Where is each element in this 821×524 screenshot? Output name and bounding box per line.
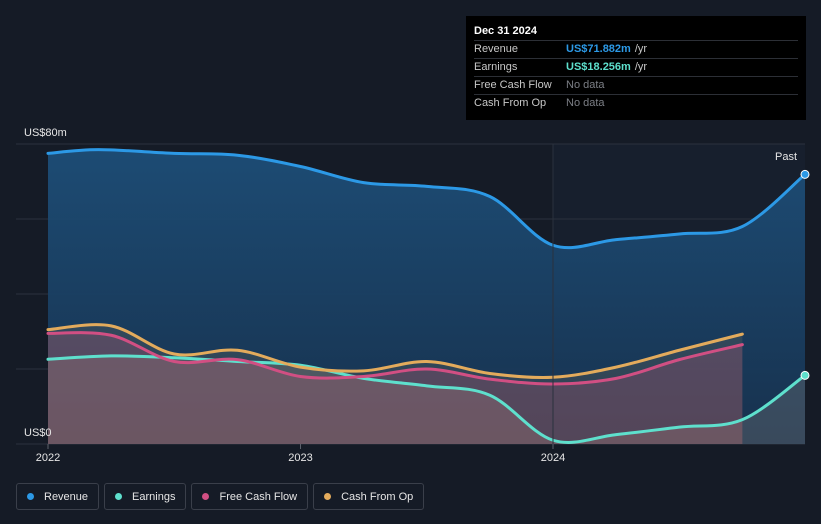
legend-item-revenue[interactable]: Revenue — [16, 483, 100, 510]
tooltip-row: Cash From Op No data — [474, 94, 798, 112]
tooltip-row-value: No data — [566, 97, 605, 109]
earnings-area — [48, 355, 805, 444]
tooltip-row: Earnings US$18.256m/yr — [474, 58, 798, 76]
cash-from-op-area — [48, 324, 743, 444]
legend-label: Earnings — [132, 490, 176, 503]
free-cash-flow-line — [46, 331, 744, 386]
tooltip-row-label: Earnings — [474, 61, 518, 73]
tooltip-row: Revenue US$71.882m/yr — [474, 40, 798, 58]
tooltip-row-label: Revenue — [474, 43, 519, 55]
tooltip-row-value: US$18.256m — [566, 61, 631, 73]
legend-dot-icon — [202, 493, 210, 500]
tooltip: Dec 31 2024 Revenue US$71.882m/yr Earnings… — [466, 16, 806, 120]
past-label: Past — [775, 151, 797, 163]
tooltip-row-value: No data — [566, 79, 605, 91]
x-axis-ticks: 2022 2023 2024 — [36, 444, 565, 464]
tooltip-row: Free Cash Flow No data — [474, 76, 798, 94]
legend: Revenue Earnings Free Cash Flow Cash From O… — [16, 483, 425, 510]
legend-dot-icon — [324, 493, 332, 500]
tooltip-date: Dec 31 2024 — [474, 25, 537, 37]
legend-item-free-cash-flow[interactable]: Free Cash Flow — [191, 483, 309, 510]
y-axis-label-bottom: US$0 — [24, 427, 52, 439]
legend-item-earnings[interactable]: Earnings — [104, 483, 187, 510]
tooltip-row-unit: /yr — [634, 43, 648, 55]
earnings-line — [46, 354, 807, 444]
tooltip-row-unit: /yr — [634, 61, 648, 73]
end-points — [800, 169, 810, 380]
tooltip-row-value: US$71.882m — [566, 43, 631, 55]
legend-label: Free Cash Flow — [219, 490, 298, 503]
legend-dot-icon — [115, 493, 123, 500]
tooltip-row-label: Free Cash Flow — [474, 79, 552, 91]
revenue-area — [48, 149, 805, 444]
legend-label: Cash From Op — [341, 490, 414, 503]
y-axis-label-top: US$80m — [24, 127, 67, 139]
x-tick-label: 2024 — [541, 452, 565, 464]
legend-dot-icon — [27, 493, 34, 500]
x-tick-label: 2023 — [288, 452, 312, 464]
revenue-end-point — [800, 169, 810, 179]
x-tick-label: 2022 — [36, 452, 60, 464]
earnings-end-point — [800, 370, 810, 380]
series-lines — [46, 148, 807, 444]
legend-label: Revenue — [44, 490, 89, 503]
series-areas — [48, 149, 805, 444]
legend-item-cash-from-op[interactable]: Cash From Op — [313, 483, 425, 510]
revenue-line — [46, 148, 807, 250]
tooltip-row-label: Cash From Op — [474, 97, 547, 109]
cash-from-op-line — [46, 323, 744, 380]
